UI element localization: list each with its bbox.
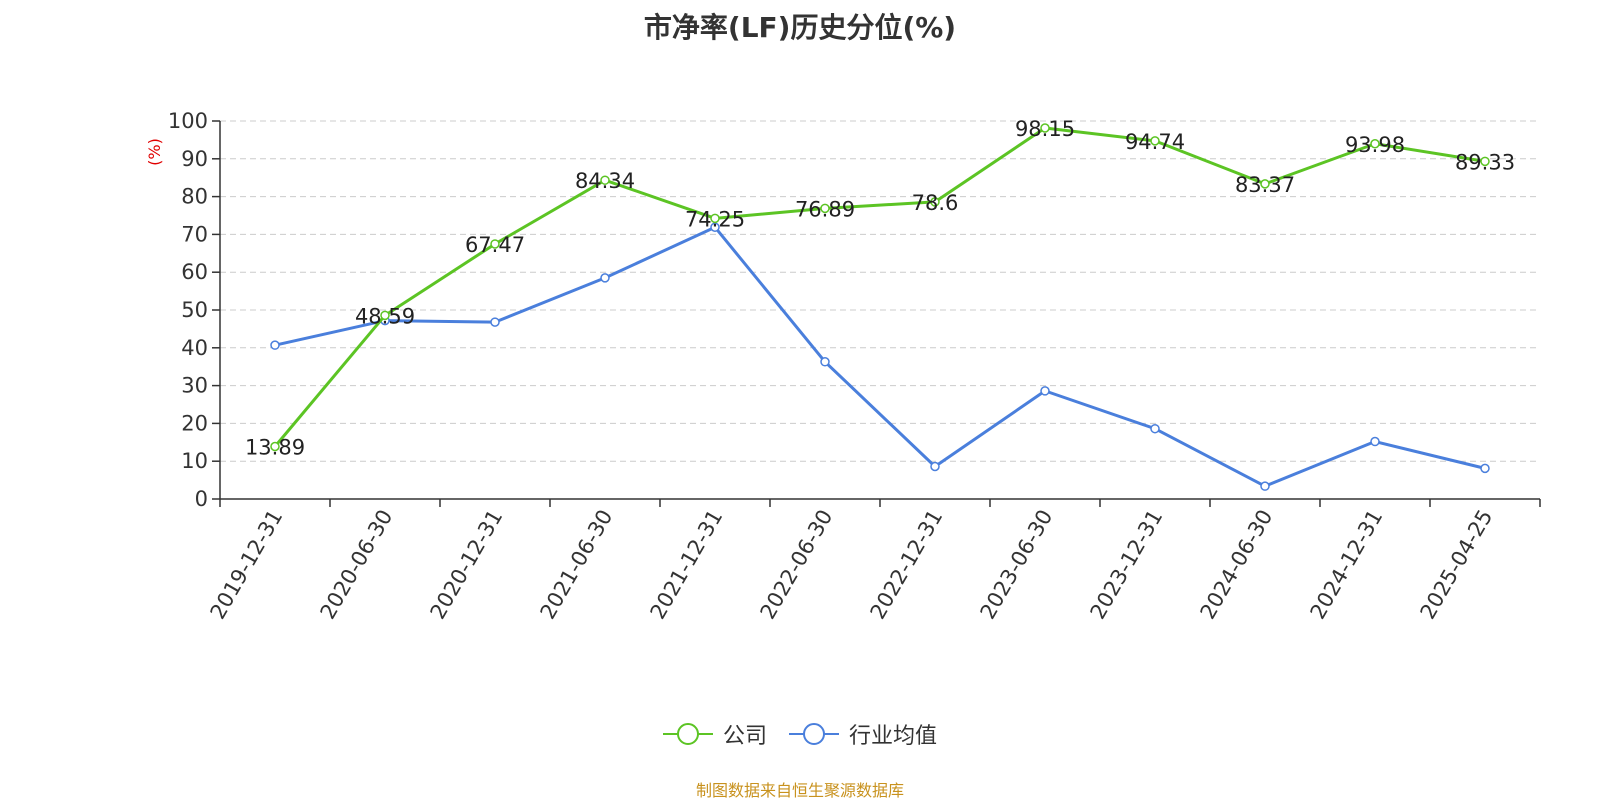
data-point [1370, 139, 1380, 149]
legend-label-company: 公司 [722, 724, 767, 749]
data-label: 76.89 [795, 197, 855, 221]
legend-label-industry-average: 行业均值 [849, 724, 938, 749]
data-point [1150, 423, 1160, 434]
y-tick-label: 0 [195, 487, 208, 511]
data-point [820, 203, 830, 214]
chart-title: 市净率(LF)历史分位(%) [643, 11, 957, 44]
data-source-note: 制图数据来自恒生聚源数据库 [695, 781, 904, 800]
x-tick-label: 2023-12-31 [1086, 506, 1168, 624]
x-tick-label: 2019-12-31 [206, 506, 288, 624]
data-label: 94.74 [1125, 130, 1185, 154]
x-tick-label: 2024-12-31 [1306, 506, 1388, 624]
y-tick-label: 70 [181, 222, 208, 246]
data-point [1480, 156, 1490, 167]
data-point [270, 441, 280, 452]
axes: 0 10 20 30 40 50 60 70 80 90 100 2019-12-31 2020-06-… [168, 109, 1541, 624]
x-tick-label: 2023-06-30 [976, 506, 1058, 624]
y-tick-label: 50 [181, 298, 208, 322]
y-tick-label: 10 [181, 449, 208, 473]
x-tick-label: 2020-12-31 [426, 506, 508, 624]
data-label: 67.47 [465, 233, 525, 257]
data-label: 13.89 [245, 435, 305, 459]
data-label: 78.6 [912, 191, 959, 215]
data-point [710, 222, 720, 232]
data-label: 84.34 [575, 169, 635, 193]
x-tick-label: 2021-06-30 [536, 506, 618, 624]
legend-item-company[interactable]: 公司 [662, 718, 767, 750]
legend-item-industry-average[interactable]: 行业均值 [789, 718, 937, 750]
grid-lines [220, 120, 1540, 462]
data-point [1480, 463, 1490, 474]
data-point [1260, 481, 1270, 491]
data-point [820, 357, 830, 367]
data-point [270, 340, 280, 350]
x-tick-label: 2022-12-31 [866, 506, 948, 624]
data-point [490, 317, 500, 327]
data-point [600, 273, 610, 283]
y-tick-label: 40 [181, 336, 208, 360]
data-point [600, 175, 610, 185]
series-line [274, 225, 1486, 488]
y-tick-label: 80 [181, 185, 208, 209]
series [270, 123, 1490, 491]
data-label: 89.33 [1455, 150, 1515, 174]
data-label: 98.15 [1015, 117, 1075, 141]
data-label: 83.37 [1235, 173, 1295, 197]
y-tick-label: 60 [181, 260, 208, 284]
x-tick-label: 2020-06-30 [316, 506, 398, 624]
data-label: 74.25 [685, 207, 745, 231]
data-point [1040, 386, 1050, 396]
data-point [1150, 136, 1160, 146]
data-point [710, 213, 720, 224]
data-labels: 13.89 48.59 67.47 84.34 74.25 76.89 78.6 98.15 9… [245, 117, 1515, 460]
x-tick-label: 2024-06-30 [1196, 506, 1278, 624]
legend-line-circle-icon [662, 723, 713, 745]
series-line [273, 126, 1486, 448]
legend: 公司 行业均值 [0, 718, 1600, 750]
data-point [1260, 179, 1270, 189]
data-point [930, 197, 940, 207]
data-point [380, 310, 390, 321]
data-point [1040, 123, 1050, 133]
x-tick-label: 2022-06-30 [756, 506, 838, 624]
y-tick-label: 90 [181, 147, 208, 171]
x-tick-label: 2025-04-25 [1416, 506, 1498, 624]
data-point [930, 461, 940, 472]
data-label: 48.59 [355, 304, 415, 328]
y-tick-label: 100 [168, 109, 208, 133]
y-axis-unit-label: (%) [145, 138, 164, 166]
data-point [1370, 436, 1380, 447]
y-tick-label: 30 [181, 374, 208, 398]
data-label: 93.98 [1345, 133, 1405, 157]
y-tick-label: 20 [181, 411, 208, 435]
data-point [490, 239, 500, 249]
legend-line-circle-icon [789, 723, 839, 745]
x-tick-label: 2021-12-31 [646, 506, 728, 624]
